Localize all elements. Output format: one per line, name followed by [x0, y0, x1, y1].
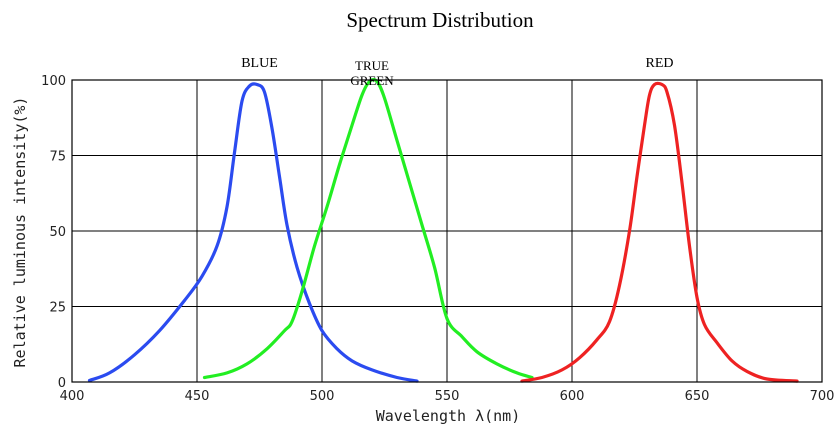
series-line-red	[520, 81, 799, 383]
y-axis-label: Relative luminous intensity(%)	[11, 97, 29, 368]
tick-labels: 400 450 500 550 600 650 700 0 25 50 75 100	[41, 74, 834, 404]
series-line-blue	[87, 82, 419, 383]
y-tick-label: 0	[58, 376, 66, 391]
y-tick-label: 100	[41, 74, 66, 89]
plot-frame	[71, 79, 823, 383]
series-label-red: RED	[646, 56, 674, 71]
plot-border	[71, 79, 823, 383]
x-tick-label: 600	[560, 389, 585, 404]
series-label-true-green: TRUE GREEN	[350, 58, 394, 88]
x-tick-label: 700	[810, 389, 835, 404]
y-tick-label: 75	[49, 150, 66, 165]
x-axis-label: Wavelength λ(nm)	[376, 407, 521, 425]
x-tick-label: 650	[685, 389, 710, 404]
y-tick-label: 50	[49, 225, 66, 240]
x-tick-label: 550	[435, 389, 460, 404]
x-tick-label: 450	[185, 389, 210, 404]
series-label-blue: BLUE	[241, 56, 278, 71]
series-labels: BLUE TRUE GREEN RED	[241, 56, 673, 88]
y-tick-label: 25	[49, 301, 66, 316]
x-tick-label: 500	[310, 389, 335, 404]
grid	[72, 80, 822, 382]
chart-title: Spectrum Distribution	[346, 8, 534, 32]
series-layer	[87, 77, 799, 383]
x-tick-label: 400	[60, 389, 85, 404]
series-line-true-green	[202, 77, 534, 380]
